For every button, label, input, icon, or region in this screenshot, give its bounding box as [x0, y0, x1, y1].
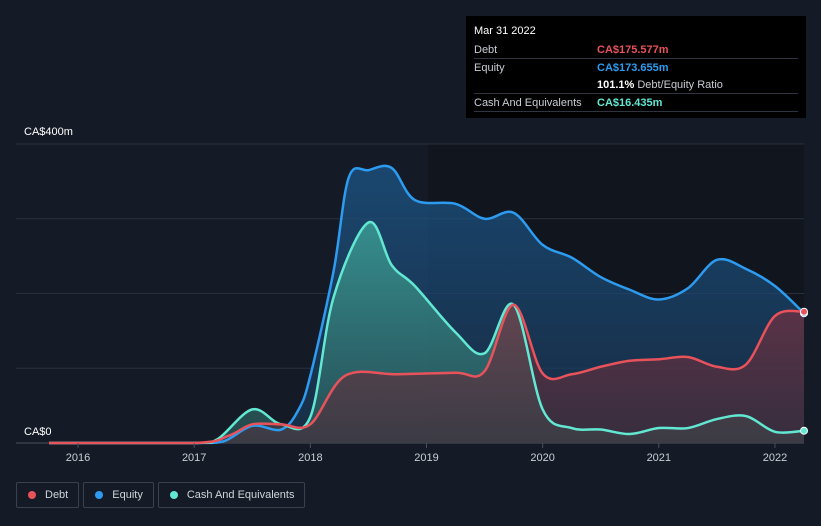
- series-lines: [49, 164, 805, 445]
- area-cash-and-equivalents: [49, 221, 804, 443]
- tooltip-date: Mar 31 2022: [474, 25, 536, 37]
- legend-item-cash[interactable]: Cash And Equivalents: [157, 482, 306, 508]
- tooltip-ratio-value: 101.1%: [597, 78, 635, 91]
- legend-dot-equity: [95, 491, 104, 499]
- x-tick-label: 2019: [414, 452, 438, 464]
- legend-item-debt[interactable]: Debt: [16, 482, 80, 508]
- legend-label-debt: Debt: [45, 489, 69, 501]
- x-tick-label: 2018: [298, 452, 322, 464]
- x-tick-label: 2022: [763, 452, 787, 464]
- legend-dot-debt: [28, 491, 36, 499]
- legend-item-equity[interactable]: Equity: [83, 482, 154, 508]
- x-tick-label: 2020: [530, 452, 554, 464]
- tooltip-row-debt: Debt CA$175.577m: [474, 41, 798, 58]
- line-cash-and-equivalents: [49, 221, 805, 445]
- tooltip-row-equity: Equity CA$173.655m: [474, 58, 798, 76]
- tooltip-cash-value: CA$16.435m: [597, 96, 663, 109]
- y-axis-top-label: CA$400m: [24, 126, 73, 138]
- tooltip-panel: Mar 31 2022 Debt CA$175.577m Equity CA$1…: [466, 16, 806, 118]
- tooltip-ratio-sub: Debt/Equity Ratio: [637, 78, 723, 91]
- legend-label-cash: Cash And Equivalents: [186, 489, 295, 501]
- legend-dot-cash: [169, 491, 178, 499]
- endpoint-debt: [800, 307, 808, 316]
- tooltip-bottom-divider: [474, 111, 798, 113]
- x-axis-ticks: 2016 2017 2018 2019 2020 2021 2022: [66, 443, 787, 464]
- tooltip-cash-label: Cash And Equivalents: [474, 96, 582, 109]
- tooltip-equity-label: Equity: [474, 61, 505, 74]
- legend: Debt Equity Cash And Equivalents: [16, 482, 306, 508]
- tooltip-equity-value: CA$173.655m: [597, 61, 669, 74]
- tooltip-debt-value: CA$175.577m: [597, 43, 669, 56]
- y-axis-bottom-label: CA$0: [24, 426, 52, 438]
- legend-label-equity: Equity: [112, 489, 143, 501]
- x-tick-label: 2021: [647, 452, 671, 464]
- x-tick-label: 2016: [66, 452, 90, 464]
- line-equity: [49, 164, 805, 445]
- tooltip-debt-label: Debt: [474, 43, 498, 56]
- tooltip-row-ratio: 101.1% Debt/Equity Ratio: [474, 76, 798, 93]
- tooltip-row-cash: Cash And Equivalents CA$16.435m: [474, 93, 798, 111]
- line-debt: [49, 303, 805, 445]
- x-tick-label: 2017: [182, 452, 206, 464]
- series-endpoints: [800, 307, 808, 435]
- endpoint-cash-and-equivalents: [800, 426, 808, 435]
